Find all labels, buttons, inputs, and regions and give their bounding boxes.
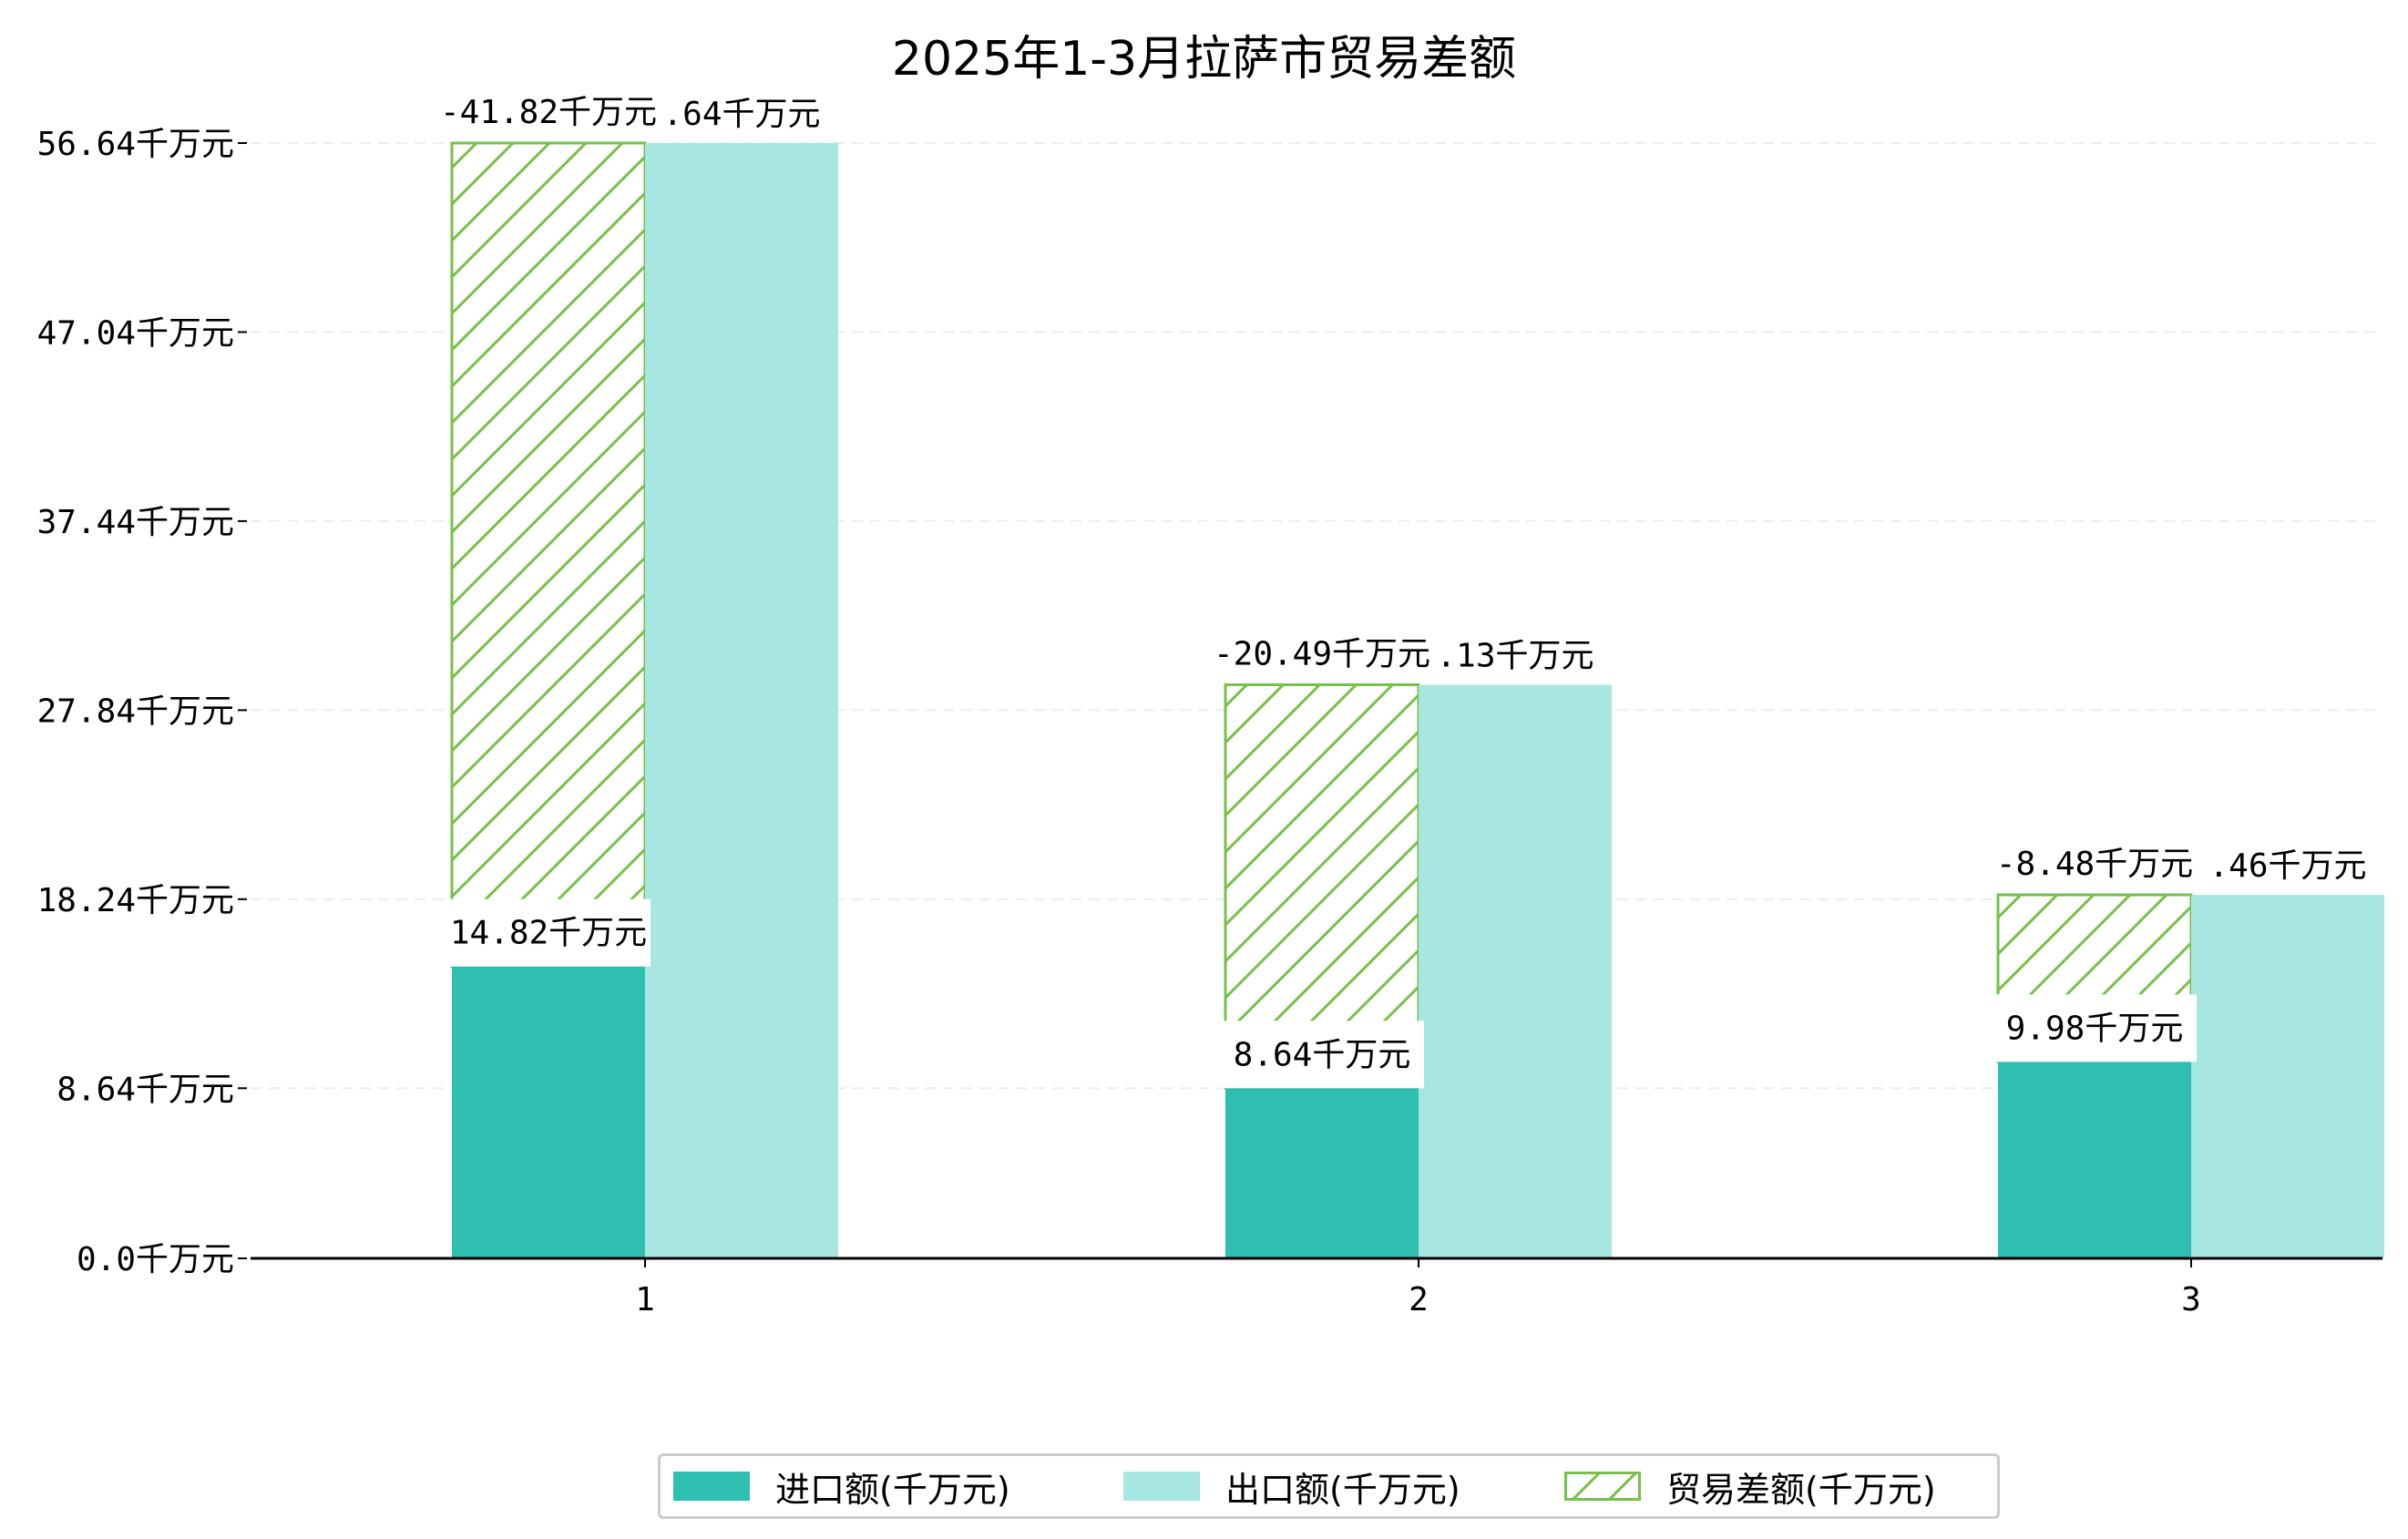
export-bar [645, 143, 838, 1258]
y-tick-label: 56.64千万元 [37, 126, 234, 163]
y-tick-label: 27.84千万元 [37, 693, 234, 730]
export-value-label: .46千万元 [2208, 847, 2366, 885]
y-tick-label: 18.24千万元 [37, 882, 234, 919]
legend-swatch-import [673, 1472, 750, 1501]
legend-item-export: 出口额(千万元) [1123, 1456, 1460, 1516]
import-bar [452, 966, 645, 1258]
balance-bar [450, 141, 647, 969]
chart-title: 2025年1-3月拉萨市贸易差额 [891, 32, 1517, 87]
export-bar [1419, 684, 1612, 1258]
import-bar [1225, 1088, 1419, 1258]
import-label-box [1993, 994, 2197, 1062]
import-label-box [446, 898, 651, 967]
x-tick-label: 3 [2181, 1281, 2201, 1318]
y-tick-label: 37.44千万元 [37, 504, 234, 541]
import-value-label: 14.82千万元 [450, 915, 647, 952]
axes: 0.0千万元 8.64千万元 18.24千万元 27.84千万元 37.44千万元 47.… [37, 126, 2382, 1318]
import-value-label: 9.98千万元 [2006, 1010, 2184, 1047]
balance-label-box [1214, 624, 1429, 680]
legend-swatch-export [1123, 1472, 1200, 1501]
x-tick-label: 1 [635, 1281, 655, 1318]
import-label-box [1220, 1021, 1424, 1089]
export-value-label: .64千万元 [662, 96, 820, 133]
legend: 进口额(千万元) 出口额(千万元) 贸易差额(千万元) [658, 1453, 2000, 1519]
import-bar [1998, 1062, 2191, 1258]
balance-value-label: -41.82千万元 [440, 94, 657, 131]
balance-value-label: -20.49千万元 [1214, 635, 1430, 672]
legend-item-import: 进口额(千万元) [673, 1456, 1010, 1516]
export-bar [2191, 895, 2384, 1258]
y-tick-label: 47.04千万元 [37, 314, 234, 352]
export-value-label: .13千万元 [1436, 637, 1593, 674]
data-labels: .64千万元-41.82千万元 14.82千万元 .13千万元-20.49千万元 8.… [440, 83, 2367, 1089]
legend-item-balance: 贸易差额(千万元) [1564, 1456, 1936, 1516]
y-tick-label: 0.0千万元 [77, 1241, 234, 1278]
balance-label-box [441, 83, 656, 138]
legend-label-import: 进口额(千万元) [775, 1469, 1010, 1510]
y-tick-label: 8.64千万元 [56, 1071, 234, 1108]
x-tick-label: 2 [1409, 1281, 1429, 1318]
legend-label-balance: 贸易差额(千万元) [1666, 1469, 1936, 1510]
import-value-label: 8.64千万元 [1234, 1036, 1411, 1073]
legend-label-export: 出口额(千万元) [1225, 1469, 1460, 1510]
legend-swatch-balance [1564, 1472, 1641, 1501]
bars [450, 141, 2384, 1258]
balance-label-box [1987, 835, 2202, 890]
balance-value-label: -8.48千万元 [1996, 846, 2193, 883]
